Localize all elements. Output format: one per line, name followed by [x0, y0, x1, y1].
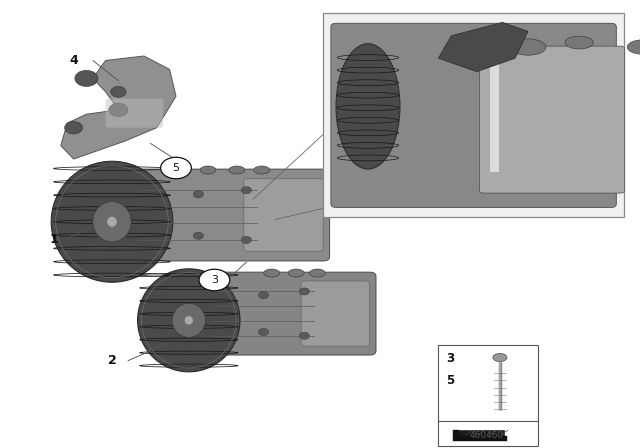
Bar: [438, 345, 538, 423]
Circle shape: [199, 269, 230, 291]
Text: 1: 1: [50, 233, 59, 246]
Text: 5: 5: [173, 163, 179, 173]
Ellipse shape: [200, 166, 216, 174]
Polygon shape: [438, 22, 528, 72]
Circle shape: [193, 191, 204, 198]
Text: 5: 5: [446, 374, 454, 387]
Ellipse shape: [184, 316, 193, 325]
Circle shape: [161, 157, 191, 179]
Circle shape: [75, 70, 98, 86]
Ellipse shape: [172, 303, 205, 337]
FancyBboxPatch shape: [201, 286, 225, 341]
Polygon shape: [453, 430, 504, 435]
Bar: [490, 40, 499, 172]
Ellipse shape: [627, 40, 640, 54]
Polygon shape: [61, 56, 176, 159]
Ellipse shape: [309, 269, 325, 277]
Text: 4: 4: [69, 54, 78, 67]
Ellipse shape: [93, 202, 131, 242]
Ellipse shape: [565, 36, 593, 49]
Bar: [323, 13, 624, 217]
Circle shape: [300, 332, 310, 340]
Circle shape: [259, 292, 269, 299]
Ellipse shape: [336, 43, 400, 169]
Circle shape: [259, 328, 269, 336]
Ellipse shape: [288, 269, 304, 277]
Circle shape: [241, 186, 252, 194]
Text: 2: 2: [108, 354, 116, 367]
Circle shape: [241, 237, 252, 244]
Polygon shape: [453, 430, 508, 441]
Ellipse shape: [229, 166, 245, 174]
FancyBboxPatch shape: [244, 179, 323, 251]
Circle shape: [109, 103, 128, 116]
Text: 3: 3: [211, 275, 218, 285]
FancyBboxPatch shape: [106, 99, 163, 128]
FancyBboxPatch shape: [125, 169, 330, 261]
Circle shape: [65, 121, 83, 134]
Bar: [438, 421, 538, 446]
Ellipse shape: [253, 166, 270, 174]
Circle shape: [111, 86, 126, 97]
Text: 460460: 460460: [469, 431, 504, 440]
Circle shape: [193, 232, 204, 239]
FancyBboxPatch shape: [126, 185, 153, 246]
FancyBboxPatch shape: [301, 281, 370, 346]
Ellipse shape: [264, 269, 280, 277]
Ellipse shape: [493, 353, 507, 362]
Ellipse shape: [138, 269, 240, 372]
Ellipse shape: [510, 39, 546, 55]
Circle shape: [300, 288, 310, 295]
FancyBboxPatch shape: [200, 272, 376, 355]
Ellipse shape: [51, 161, 173, 282]
Text: 3: 3: [446, 352, 454, 365]
FancyBboxPatch shape: [479, 46, 625, 193]
FancyBboxPatch shape: [331, 23, 616, 207]
Ellipse shape: [108, 217, 116, 227]
